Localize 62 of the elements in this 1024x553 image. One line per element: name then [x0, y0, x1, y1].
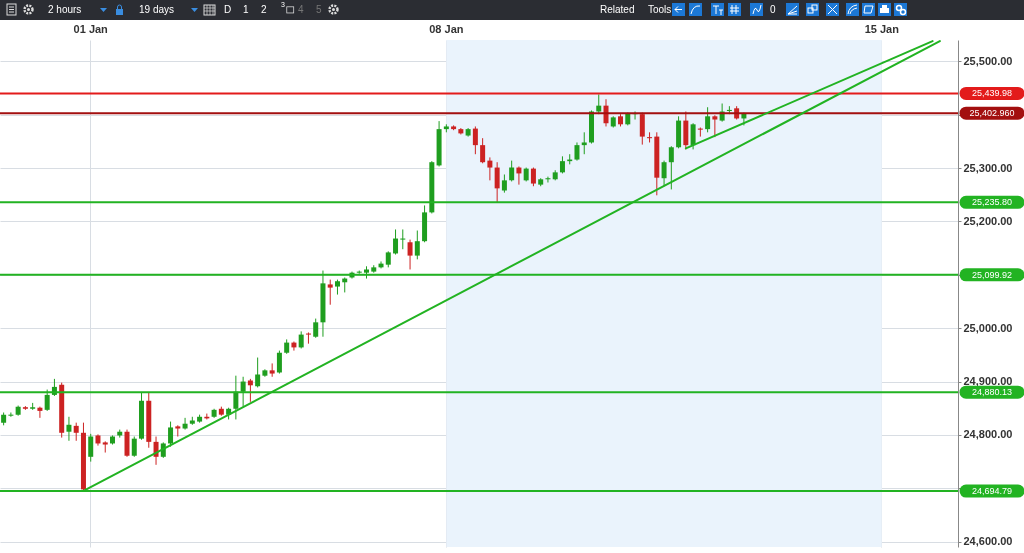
candlestick [37, 406, 43, 419]
candlestick [407, 239, 413, 270]
candlestick [414, 230, 420, 260]
candlestick [509, 160, 515, 182]
candlestick [690, 122, 696, 150]
candlestick [393, 228, 399, 256]
candlestick [313, 318, 319, 339]
text: 0 [770, 4, 776, 15]
y-tick-label: 25,300.00 [963, 161, 1013, 174]
ref-line-label: 24,880.13 [971, 387, 1013, 398]
candlestick [66, 416, 72, 442]
x-tick-label: 08 Jan [429, 22, 464, 35]
candlestick [501, 173, 507, 194]
candlestick [661, 160, 667, 187]
y-tick-label: 24,600.00 [963, 535, 1013, 548]
ref-line-label: 24,694.79 [971, 486, 1013, 497]
candlestick [705, 106, 711, 133]
candlestick [494, 161, 500, 203]
candlestick [233, 375, 239, 420]
candlestick [8, 412, 14, 418]
candlestick [545, 176, 551, 183]
candlestick [168, 421, 174, 448]
y-tick-label: 25,500.00 [963, 54, 1013, 67]
candlestick [131, 436, 137, 458]
candlestick [472, 125, 478, 155]
candlestick [88, 433, 94, 463]
candlestick [647, 131, 653, 143]
y-tick-label: 25,200.00 [963, 214, 1013, 227]
candlestick [305, 331, 311, 345]
ref-line-label: 25,235.80 [971, 197, 1013, 208]
text: 2 [261, 4, 267, 15]
candlestick [480, 137, 486, 164]
candlestick [255, 357, 261, 388]
y-tick-label: 24,900.00 [963, 375, 1013, 388]
text: 4 [298, 4, 304, 15]
y-tick-label: 24,800.00 [963, 428, 1013, 441]
candlestick [327, 279, 333, 306]
candlestick [487, 156, 493, 181]
candlestick [73, 422, 79, 442]
candlestick [574, 141, 580, 162]
text: Related [600, 4, 635, 15]
candlestick [530, 167, 536, 187]
candlestick [182, 417, 188, 431]
text: 19 days [139, 4, 175, 15]
ref-line-label: 25,099.92 [971, 269, 1013, 280]
ref-line-label: 25,402.960 [969, 108, 1015, 119]
y-tick-label: 25,000.00 [963, 321, 1013, 334]
text: 1 [243, 4, 249, 15]
candlestick [44, 389, 50, 412]
x-tick-label: 15 Jan [864, 22, 900, 35]
text: 2 hours [48, 4, 82, 15]
candlestick [247, 378, 253, 403]
candlestick [276, 350, 282, 375]
ref-line-label: 25,439.98 [971, 88, 1013, 99]
candlestick [668, 145, 674, 190]
text: D [224, 4, 232, 15]
candlestick [639, 112, 645, 146]
text: 5 [316, 4, 322, 15]
text: Tools [648, 4, 672, 15]
x-tick-label: 01 Jan [73, 22, 109, 35]
candlestick [400, 228, 406, 250]
candlestick [581, 131, 587, 155]
